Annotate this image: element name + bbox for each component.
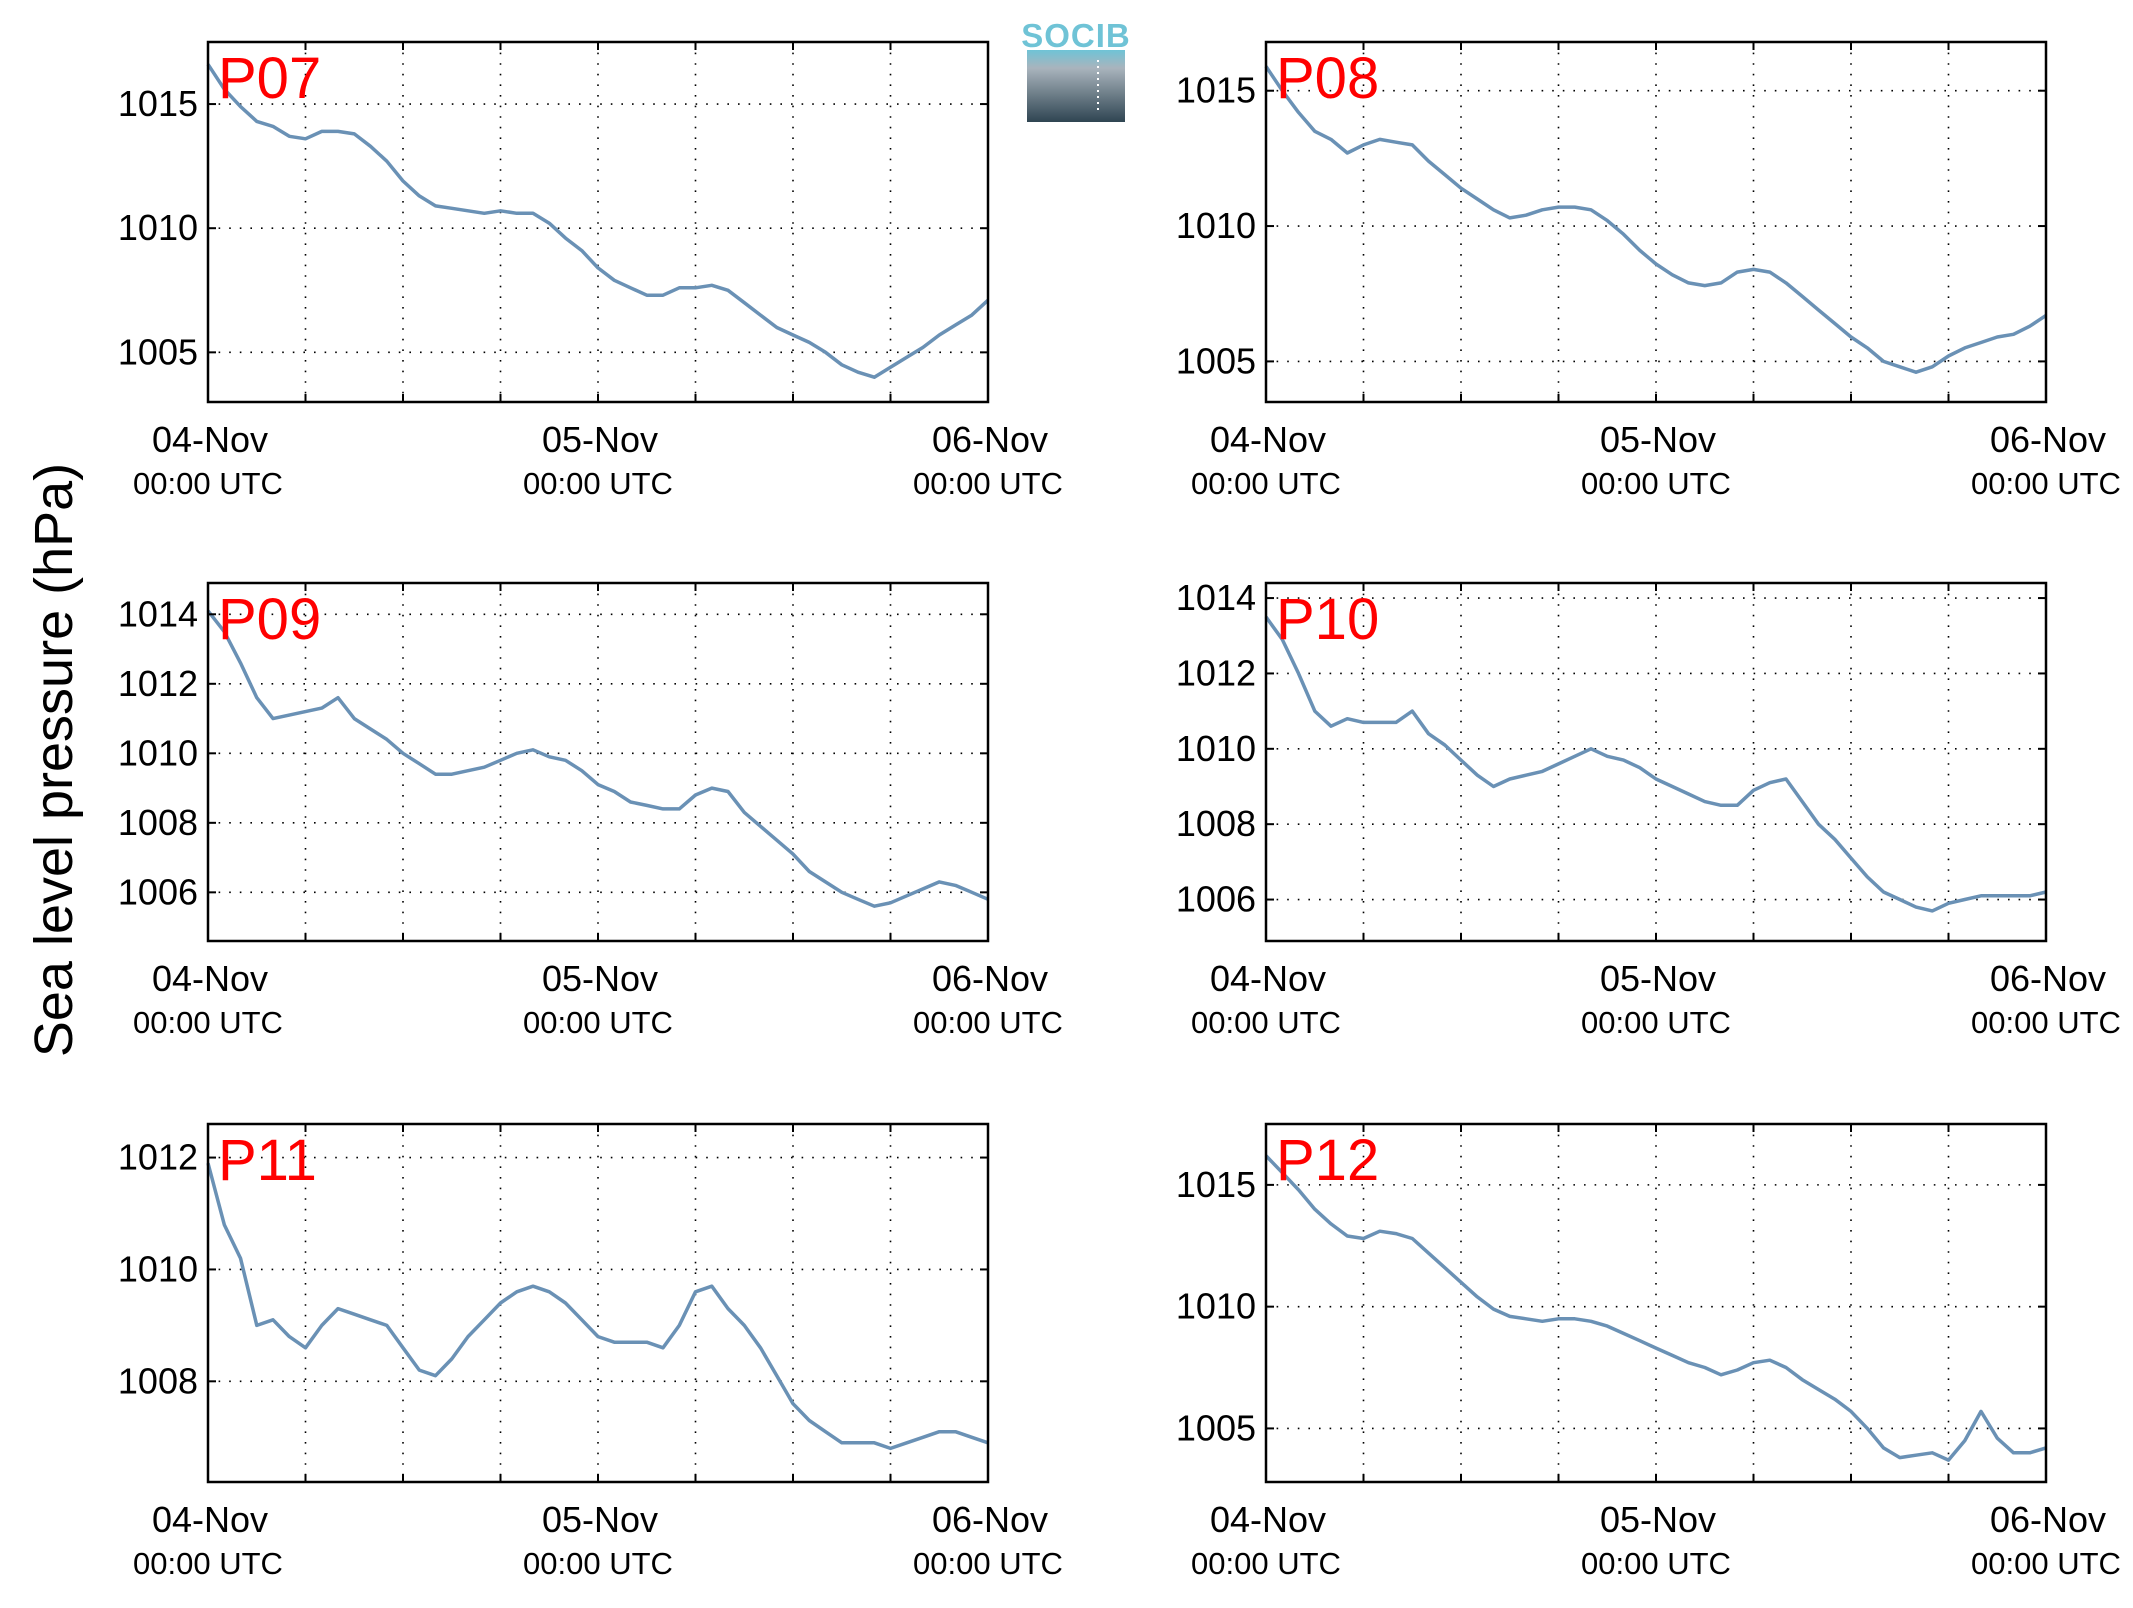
x-tick-sublabel: 00:00 UTC (913, 1546, 1063, 1581)
x-tick-sublabel: 00:00 UTC (1191, 1546, 1341, 1581)
y-tick-label: 1006 (1176, 879, 1256, 920)
x-tick-sublabel: 00:00 UTC (523, 466, 673, 501)
x-tick-sublabel: 00:00 UTC (1581, 1005, 1731, 1040)
x-tick-label: 04-Nov (152, 958, 268, 999)
socib-logo: SOCIB (1021, 17, 1131, 122)
y-axis-label: Sea level pressure (hPa) (24, 463, 84, 1057)
y-tick-label: 1005 (118, 331, 198, 372)
x-tick-label: 04-Nov (1210, 419, 1326, 460)
x-tick-label: 04-Nov (1210, 958, 1326, 999)
x-tick-sublabel: 00:00 UTC (1191, 466, 1341, 501)
x-tick-sublabel: 00:00 UTC (523, 1005, 673, 1040)
y-tick-label: 1010 (118, 1248, 198, 1289)
x-tick-label: 04-Nov (152, 419, 268, 460)
x-tick-sublabel: 00:00 UTC (133, 466, 283, 501)
logo-text: SOCIB (1021, 17, 1131, 54)
series-line-p12 (1264, 1154, 2047, 1462)
x-tick-label: 04-Nov (152, 1499, 268, 1540)
y-tick-label: 1005 (1176, 1407, 1256, 1448)
panel-label: P09 (218, 587, 321, 652)
x-tick-sublabel: 00:00 UTC (1971, 1546, 2121, 1581)
plot-area (1266, 42, 2046, 402)
y-tick-label: 1010 (1176, 1286, 1256, 1327)
series-line-p11 (206, 1162, 989, 1451)
y-tick-label: 1008 (118, 802, 198, 843)
x-tick-label: 06-Nov (932, 1499, 1048, 1540)
y-tick-label: 1015 (1176, 1164, 1256, 1205)
y-tick-label: 1010 (1176, 728, 1256, 769)
y-tick-label: 1010 (1176, 205, 1256, 246)
x-tick-label: 06-Nov (932, 958, 1048, 999)
panel-label: P07 (218, 46, 321, 111)
x-tick-label: 05-Nov (1600, 958, 1716, 999)
y-tick-label: 1010 (118, 732, 198, 773)
panel-label: P11 (218, 1128, 317, 1193)
y-tick-label: 1012 (1176, 652, 1256, 693)
y-tick-label: 1006 (118, 871, 198, 912)
y-tick-label: 1005 (1176, 340, 1256, 381)
x-tick-sublabel: 00:00 UTC (913, 1005, 1063, 1040)
chart-panel-p07: 1005 1010 1015 04-Nov 00:00 UTC 05-Nov 00:00 U… (118, 40, 1063, 501)
chart-panel-p11: 1008 1010 1012 04-Nov 00:00 UTC 05-Nov 00:00 U… (118, 1122, 1063, 1581)
plot-area (208, 42, 988, 402)
chart-panel-p10: 1006 1008 1010 1012 1014 04-Nov 00:00 UTC 05-No… (1176, 577, 2121, 1040)
panel-label: P10 (1276, 587, 1379, 652)
series-line-p08 (1264, 65, 2047, 374)
x-tick-sublabel: 00:00 UTC (523, 1546, 673, 1581)
y-tick-label: 1010 (118, 207, 198, 248)
series-line-p10 (1264, 615, 2047, 913)
x-tick-sublabel: 00:00 UTC (1191, 1005, 1341, 1040)
y-tick-label: 1012 (118, 663, 198, 704)
x-tick-sublabel: 00:00 UTC (1971, 1005, 2121, 1040)
y-tick-label: 1012 (118, 1137, 198, 1178)
x-tick-label: 05-Nov (542, 958, 658, 999)
y-tick-label: 1015 (1176, 70, 1256, 111)
chart-panel-p12: 1005 1010 1015 04-Nov 00:00 UTC 05-Nov 00:00 U… (1176, 1122, 2121, 1581)
x-tick-label: 05-Nov (1600, 419, 1716, 460)
panel-label: P12 (1276, 1128, 1379, 1193)
x-tick-label: 06-Nov (1990, 419, 2106, 460)
y-tick-label: 1008 (118, 1360, 198, 1401)
x-tick-label: 06-Nov (1990, 1499, 2106, 1540)
x-tick-sublabel: 00:00 UTC (1971, 466, 2121, 501)
x-tick-label: 05-Nov (542, 419, 658, 460)
y-tick-label: 1015 (118, 83, 198, 124)
panel-label: P08 (1276, 46, 1379, 111)
y-tick-label: 1014 (1176, 577, 1256, 618)
x-tick-label: 05-Nov (1600, 1499, 1716, 1540)
x-tick-label: 06-Nov (932, 419, 1048, 460)
x-tick-label: 06-Nov (1990, 958, 2106, 999)
y-tick-label: 1008 (1176, 803, 1256, 844)
x-tick-label: 04-Nov (1210, 1499, 1326, 1540)
chart-panels: 1005 1010 1015 04-Nov 00:00 UTC 05-Nov 00:00 U… (118, 40, 2121, 1581)
x-tick-sublabel: 00:00 UTC (913, 466, 1063, 501)
x-tick-sublabel: 00:00 UTC (133, 1005, 283, 1040)
series-line-p09 (206, 609, 989, 908)
series-line-p07 (206, 63, 990, 379)
x-tick-sublabel: 00:00 UTC (133, 1546, 283, 1581)
x-tick-sublabel: 00:00 UTC (1581, 466, 1731, 501)
y-tick-label: 1014 (118, 593, 198, 634)
x-tick-sublabel: 00:00 UTC (1581, 1546, 1731, 1581)
x-tick-label: 05-Nov (542, 1499, 658, 1540)
chart-panel-p09: 1006 1008 1010 1012 1014 04-Nov 00:00 UTC 05-No… (118, 581, 1063, 1040)
chart-panel-p08: 1005 1010 1015 04-Nov 00:00 UTC 05-Nov 00:00 U… (1176, 40, 2121, 501)
